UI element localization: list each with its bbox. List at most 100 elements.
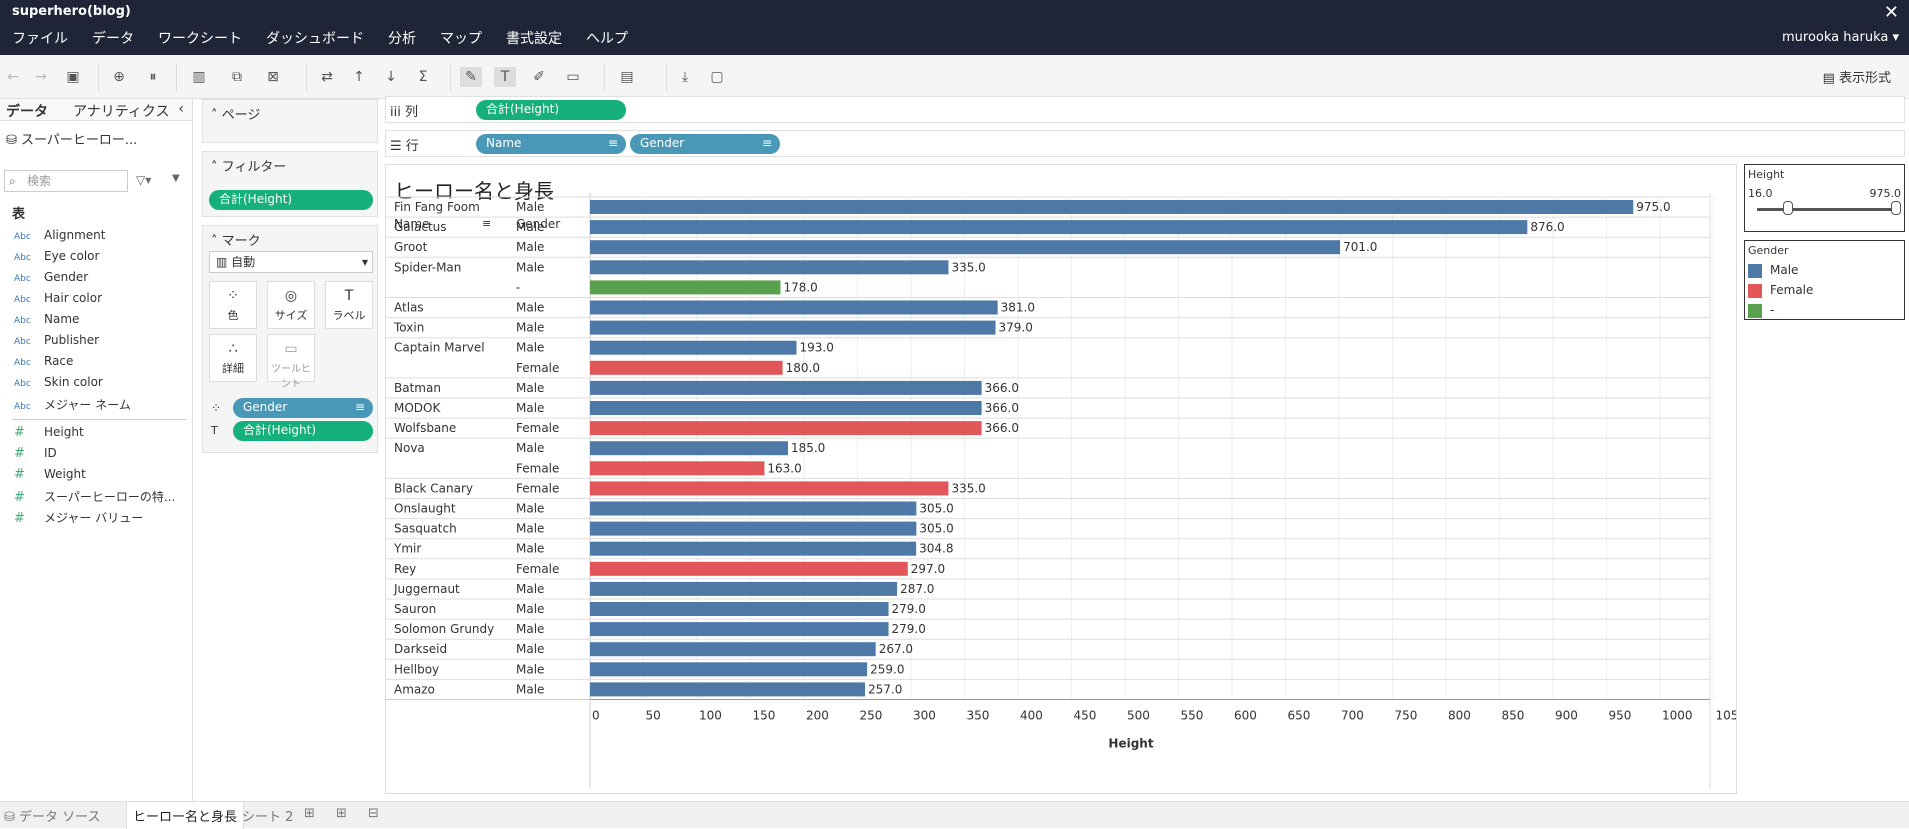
filters-card[interactable]: ˄ フィルター 合計(Height) — [202, 151, 378, 217]
swap-icon[interactable]: ⇄ — [321, 69, 333, 85]
new-worksheet-icon[interactable]: ▥ — [192, 69, 206, 85]
menu-worksheet[interactable]: ワークシート — [158, 31, 242, 47]
show-labels-icon[interactable]: T — [494, 67, 516, 87]
new-datasource-icon[interactable]: ⊕ — [113, 69, 125, 85]
field-dimension[interactable]: Abc Skin color — [14, 375, 103, 389]
field-dimension[interactable]: Abc Alignment — [14, 228, 106, 242]
row-name-label: Batman — [394, 381, 441, 395]
range-handle-min[interactable] — [1783, 201, 1793, 215]
bar — [590, 320, 996, 335]
detail-button[interactable]: ∴ 詳細 — [209, 334, 257, 382]
bar — [590, 622, 889, 637]
field-dimension[interactable]: Abc Gender — [14, 270, 89, 284]
bar-chart: Fin Fang Foom Male 975.0 Galactus Male 876.0 G… — [386, 193, 1736, 789]
pane-menu-icon[interactable]: ▼ — [172, 173, 180, 184]
header-gender[interactable]: Gender — [516, 217, 561, 231]
gender-legend: Gender Male Female - — [1744, 240, 1905, 320]
columns-shelf[interactable]: iii 列 合計(Height) — [385, 96, 1905, 123]
field-dimension[interactable]: Abc Publisher — [14, 333, 100, 347]
clear-sheet-icon[interactable]: ⊠ — [267, 69, 279, 85]
label-button[interactable]: T ラベル — [325, 281, 373, 329]
field-measure[interactable]: # メジャー バリュー — [14, 511, 144, 526]
user-menu[interactable]: murooka haruka ▾ — [1782, 30, 1899, 45]
string-type-icon: Abc — [14, 274, 31, 284]
download-icon[interactable]: ⤓ — [681, 69, 689, 85]
field-dimension[interactable]: Abc Eye color — [14, 249, 100, 263]
sort-descending-icon[interactable]: ↓ — [385, 69, 397, 85]
color-button[interactable]: ⁘ 色 — [209, 281, 257, 329]
size-button[interactable]: ◎ サイズ — [267, 281, 315, 329]
mark-pill-height[interactable]: 合計(Height) — [233, 421, 373, 441]
bar — [590, 581, 898, 596]
search-input[interactable]: ⌕ 検索 — [4, 170, 128, 192]
bar-value-label: 876.0 — [1530, 220, 1564, 234]
mark-pill-gender[interactable]: Gender ≡ — [233, 398, 373, 418]
columns-pill[interactable]: 合計(Height) — [476, 100, 626, 120]
new-worksheet-icon[interactable]: ⊞ — [304, 806, 315, 821]
legend-item-male[interactable]: Male — [1748, 263, 1798, 278]
field-dimension[interactable]: Abc Hair color — [14, 291, 103, 305]
field-measure[interactable]: # スーパーヒーローの特... — [14, 490, 176, 505]
field-dimension[interactable]: Abc Race — [14, 354, 74, 368]
pages-card[interactable]: ˄ ページ — [202, 99, 378, 143]
bar — [590, 220, 1528, 235]
redo-icon[interactable]: → — [35, 69, 47, 85]
new-dashboard-icon[interactable]: ⊞ — [336, 806, 347, 821]
tab-analytics[interactable]: アナリティクス — [73, 104, 170, 120]
field-measure[interactable]: # Height — [14, 425, 84, 440]
tooltip-button[interactable]: ▭ ツールヒント — [267, 334, 315, 390]
menu-format[interactable]: 書式設定 — [506, 31, 562, 47]
save-icon[interactable]: ▣ — [66, 69, 80, 85]
field-dimension[interactable]: Abc Name — [14, 312, 80, 326]
range-slider-track[interactable] — [1757, 208, 1897, 211]
field-measure[interactable]: # Weight — [14, 467, 86, 482]
sort-ascending-icon[interactable]: ↑ — [353, 69, 365, 85]
sort-icon[interactable]: ≡ — [482, 217, 492, 230]
menu-data[interactable]: データ — [92, 31, 134, 47]
menu-dashboard[interactable]: ダッシュボード — [266, 31, 364, 47]
fit-icon[interactable]: ▭ — [566, 69, 580, 85]
tab-data[interactable]: データ — [6, 104, 48, 120]
mark-type-select[interactable]: ▥ 自動 ▾ — [209, 251, 373, 273]
rows-pill-gender[interactable]: Gender ≡ — [630, 134, 780, 154]
range-handle-max[interactable] — [1891, 201, 1901, 215]
row-name-label: Spider-Man — [394, 260, 461, 274]
new-story-icon[interactable]: ⊟ — [368, 806, 379, 821]
rows-pill-name[interactable]: Name ≡ — [476, 134, 626, 154]
duplicate-icon[interactable]: ⧉ — [232, 69, 242, 85]
swatch — [1748, 303, 1762, 318]
filter-fields-icon[interactable]: ▽▾ — [136, 173, 152, 187]
datasource-item[interactable]: ⛁ スーパーヒーロー... — [6, 133, 138, 148]
highlight-icon[interactable]: ✎ — [460, 67, 482, 87]
tab-sheet-active[interactable]: ヒーロー名と身長 — [126, 802, 245, 829]
row-name-label: Rey — [394, 562, 416, 576]
header-name[interactable]: Name — [394, 217, 430, 231]
tab-sheet-2[interactable]: シート 2 — [242, 810, 294, 825]
filter-pill[interactable]: 合計(Height) — [209, 190, 373, 210]
x-tick-label: 150 — [753, 709, 776, 723]
totals-icon[interactable]: Σ — [418, 69, 428, 85]
row-gender-label: Male — [516, 662, 544, 676]
legend-item-null[interactable]: - — [1748, 303, 1774, 318]
field-dimension[interactable]: Abc メジャー ネーム — [14, 398, 131, 412]
string-type-icon: Abc — [14, 358, 31, 368]
menu-analysis[interactable]: 分析 — [388, 31, 416, 47]
presentation-icon[interactable]: ▢ — [710, 69, 724, 85]
row-gender-label: Female — [516, 421, 559, 435]
labels-icon[interactable]: ▤ — [620, 69, 634, 85]
tab-datasource[interactable]: ⛁ データ ソース — [4, 810, 101, 825]
show-me-button[interactable]: ▤ 表示形式 — [1822, 71, 1891, 86]
string-type-icon: Abc — [14, 379, 31, 389]
annotate-icon[interactable]: ✐ — [533, 69, 545, 85]
menu-help[interactable]: ヘルプ — [586, 31, 628, 47]
menu-file[interactable]: ファイル — [12, 31, 68, 47]
close-icon[interactable]: ✕ — [1883, 2, 1899, 23]
undo-icon[interactable]: ← — [7, 69, 19, 85]
row-gender-label: Male — [516, 622, 544, 636]
collapse-icon[interactable]: ‹ — [178, 101, 184, 117]
rows-shelf[interactable]: ☰ 行 Name ≡ Gender ≡ — [385, 130, 1905, 157]
menu-map[interactable]: マップ — [440, 31, 482, 47]
field-measure[interactable]: # ID — [14, 446, 57, 461]
pause-updates-icon[interactable]: ⏸ — [149, 69, 157, 85]
legend-item-female[interactable]: Female — [1748, 283, 1813, 298]
